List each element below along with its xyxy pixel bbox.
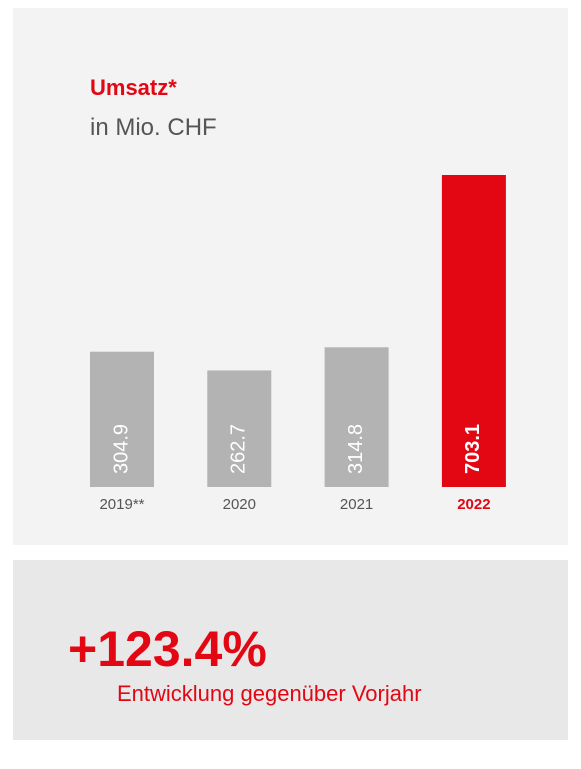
value-label: 314.8 (345, 424, 367, 474)
chart-title: Umsatz* (90, 75, 177, 100)
chart-subtitle: in Mio. CHF (90, 114, 217, 141)
x-tick-label: 2022 (457, 496, 490, 513)
value-label: 262.7 (228, 424, 250, 474)
x-tick-label: 2021 (340, 496, 373, 513)
x-tick-label: 2019** (99, 496, 144, 513)
value-label: 703.1 (462, 424, 484, 474)
bar (90, 351, 154, 487)
x-tick-label: 2020 (223, 496, 256, 513)
bar (207, 370, 272, 487)
change-value: +123.4% (68, 621, 267, 677)
change-panel (13, 560, 568, 740)
value-label: 304.9 (110, 424, 132, 474)
bar (441, 175, 506, 487)
bar (324, 347, 389, 487)
change-label: Entwicklung gegenüber Vorjahr (117, 681, 422, 706)
